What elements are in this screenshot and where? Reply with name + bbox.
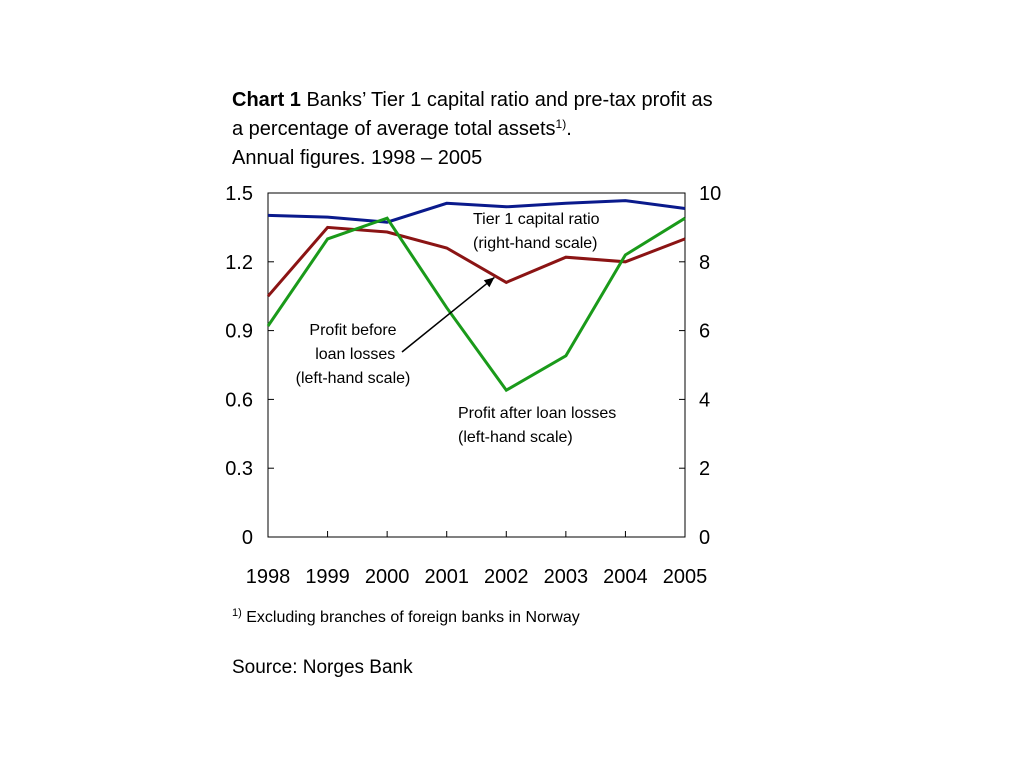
left-y-tick-label: 1.5 bbox=[225, 183, 253, 205]
annotation-line: loan losses bbox=[311, 346, 396, 363]
annotation-line: (left-hand scale) bbox=[458, 429, 573, 446]
footnote-marker: 1) bbox=[232, 607, 242, 619]
right-y-tick-label: 6 bbox=[699, 321, 710, 343]
title-text-2: a percentage of average total assets bbox=[232, 118, 556, 140]
x-tick-label: 2000 bbox=[365, 566, 410, 588]
axis-ticks: 0 0.3 0.6 0.9 1.2 1.5 0 2 4 6 8 10 1998 1999 2000 2001 2… bbox=[225, 183, 721, 588]
title-period: . bbox=[566, 118, 572, 140]
chart-number: Chart 1 bbox=[232, 89, 301, 111]
series-line-tier-1-capital-ratio bbox=[267, 199, 686, 224]
title-line-1: Chart 1 Banks’ Tier 1 capital ratio and … bbox=[232, 86, 792, 115]
x-tick-label: 2003 bbox=[544, 566, 589, 588]
x-tick-label: 1999 bbox=[305, 566, 350, 588]
right-y-tick-label: 4 bbox=[699, 389, 710, 411]
right-y-tick-label: 0 bbox=[699, 527, 710, 549]
annotation-line: (left-hand scale) bbox=[296, 370, 411, 387]
left-y-tick-label: 0.6 bbox=[225, 389, 253, 411]
title-line-3: Annual figures. 1998 – 2005 bbox=[232, 147, 483, 169]
source-note: Source: Norges Bank bbox=[232, 657, 413, 678]
series-line-profit-after-loan-losses bbox=[266, 216, 686, 393]
x-tick-label: 1998 bbox=[246, 566, 291, 588]
annotations: Tier 1 capital ratio (right-hand scale) Pr… bbox=[296, 211, 617, 446]
plot-frame bbox=[267, 192, 686, 538]
annotation-label: Profit after loan losses (left-hand scale… bbox=[458, 405, 616, 446]
annotation-line: (right-hand scale) bbox=[473, 235, 598, 252]
right-y-tick-label: 2 bbox=[699, 458, 710, 480]
series-lines bbox=[266, 199, 686, 393]
x-tick-label: 2002 bbox=[484, 566, 529, 588]
x-tick-label: 2001 bbox=[424, 566, 469, 588]
annotation-line: Profit after loan losses bbox=[458, 405, 616, 422]
left-y-tick-label: 1.2 bbox=[225, 252, 253, 274]
annotation-line: Tier 1 capital ratio bbox=[473, 211, 600, 228]
right-y-tick-label: 10 bbox=[699, 183, 721, 205]
annotation-arrowhead bbox=[483, 277, 495, 288]
title-text-1: Banks’ Tier 1 capital ratio and pre-tax … bbox=[306, 89, 713, 111]
series-line-profit-before-loan-losses bbox=[266, 225, 686, 298]
title-footnote-marker: 1) bbox=[555, 117, 567, 131]
annotation-line: Profit before bbox=[309, 322, 396, 339]
chart-title: Chart 1 Banks’ Tier 1 capital ratio and … bbox=[232, 86, 792, 173]
footnote-text: Excluding branches of foreign banks in N… bbox=[241, 609, 580, 626]
x-tick-label: 2005 bbox=[663, 566, 708, 588]
left-y-tick-label: 0.9 bbox=[225, 321, 253, 343]
title-line-2: a percentage of average total assets1). bbox=[232, 115, 792, 144]
annotation-label: Tier 1 capital ratio (right-hand scale) bbox=[473, 211, 600, 252]
left-y-tick-label: 0 bbox=[242, 527, 253, 549]
left-y-tick-label: 0.3 bbox=[225, 458, 253, 480]
x-tick-label: 2004 bbox=[603, 566, 648, 588]
right-y-tick-label: 8 bbox=[699, 252, 710, 274]
annotation-label: Profit before loan losses (left-hand scal… bbox=[296, 322, 411, 387]
footnote: 1) Excluding branches of foreign banks i… bbox=[232, 607, 580, 627]
annotation-arrow-line bbox=[401, 276, 495, 353]
